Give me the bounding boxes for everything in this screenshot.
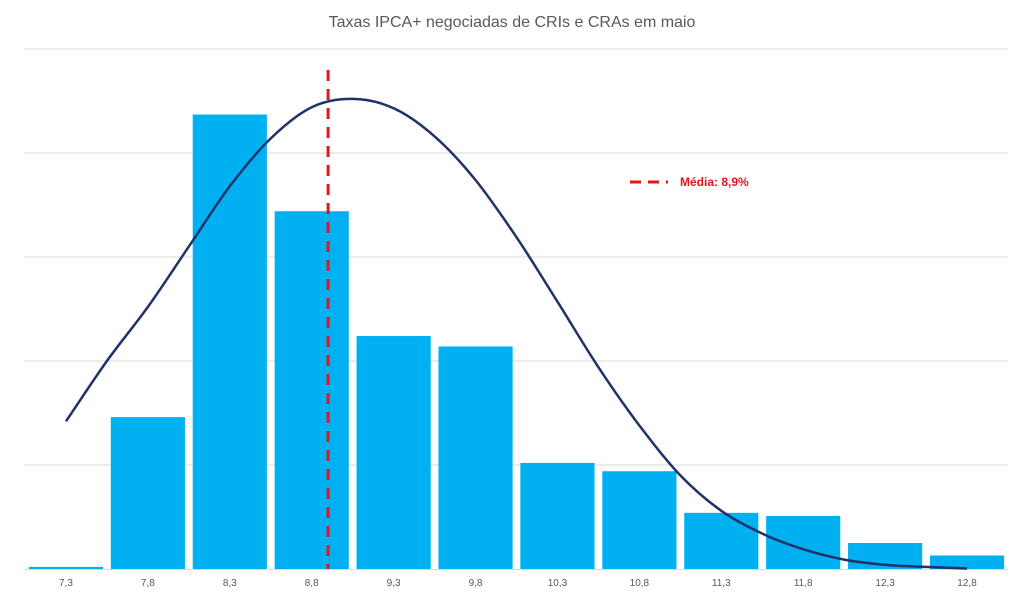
bar-7-3 [28, 566, 104, 569]
normal-curve [64, 97, 968, 570]
x-tick-label: 12,8 [957, 578, 977, 589]
x-tick-label: 9,8 [469, 578, 483, 589]
x-tick-label: 10,3 [548, 578, 568, 589]
x-tick-label: 9,3 [387, 578, 401, 589]
bar-10-3 [520, 462, 595, 569]
x-tick-label: 10,8 [630, 578, 650, 589]
x-tick-label: 7,8 [141, 578, 155, 589]
x-tick-label: 7,3 [59, 578, 73, 589]
x-tick-label: 12,3 [875, 578, 895, 589]
legend: Média: 8,9% [630, 175, 749, 189]
bar-9-3 [356, 336, 431, 569]
normal-curve-path [64, 97, 968, 570]
x-tick-labels: 7,3 7,8 8,3 8,8 9,3 9,8 10,3 10,8 11,3 11,8 12,3 12… [59, 578, 977, 589]
bar-11-3 [684, 512, 759, 569]
bar-10-8 [602, 471, 677, 569]
bar-9-8 [438, 346, 513, 569]
bar-12-8 [929, 555, 1005, 569]
bar-7-8 [110, 417, 185, 569]
x-tick-label: 8,3 [223, 578, 237, 589]
bar-8-8 [274, 211, 349, 570]
legend-mean-label: Média: 8,9% [680, 175, 749, 189]
x-tick-label: 11,3 [712, 578, 731, 589]
x-tick-label: 11,8 [794, 578, 813, 589]
bars [28, 114, 1005, 570]
gridlines [25, 48, 1008, 466]
x-tick-label: 8,8 [305, 578, 319, 589]
bar-8-3 [192, 114, 267, 570]
bar-11-8 [766, 515, 841, 569]
chart-title: Taxas IPCA+ negociadas de CRIs e CRAs em… [328, 14, 696, 31]
